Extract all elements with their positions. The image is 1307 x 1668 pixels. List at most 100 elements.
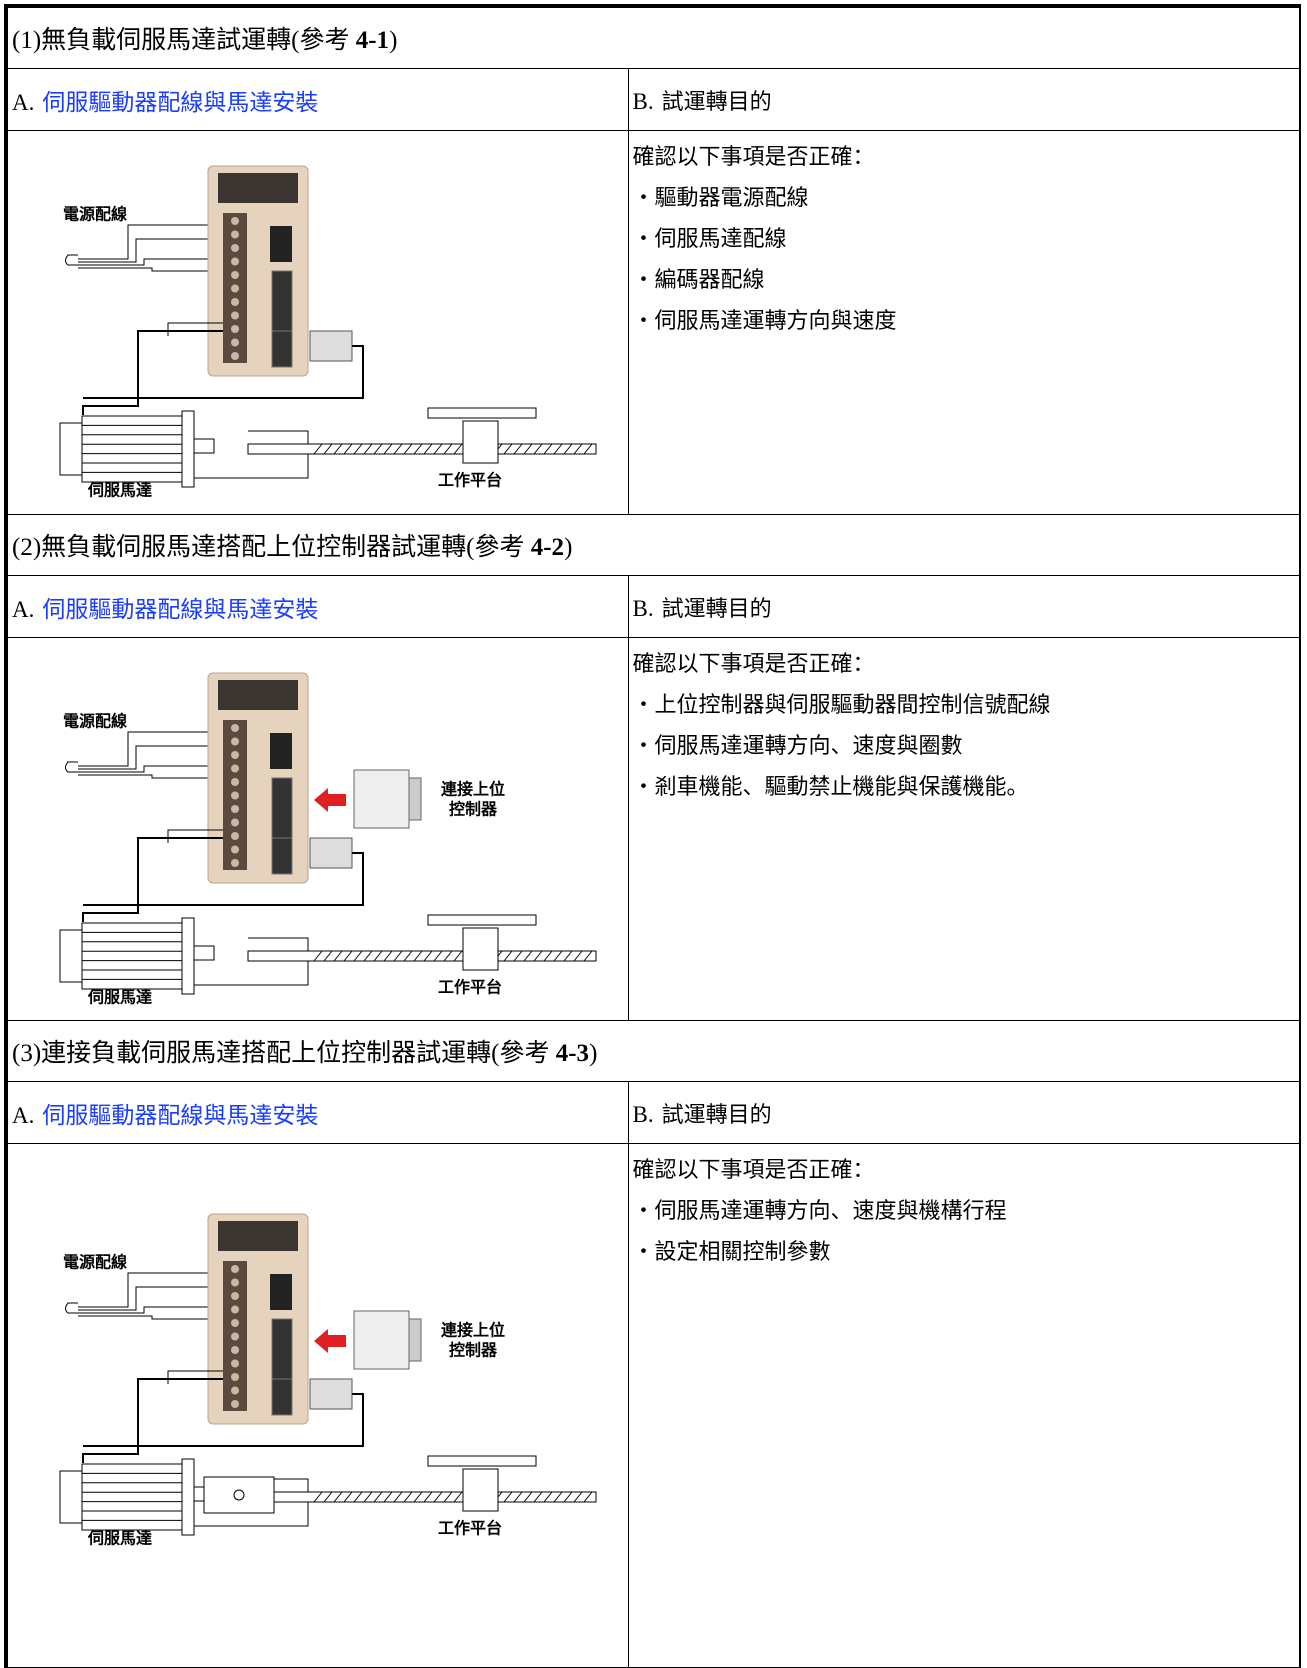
content-row: 電源配線 伺服馬達 工作平台 連接上位 控制器 確認以下事項是否正確： ・伺服馬達運轉方向、… bbox=[5, 1143, 1301, 1668]
controller-plug-tab bbox=[408, 777, 422, 821]
purpose-item: ・伺服馬達運轉方向、速度與機構行程 bbox=[632, 1199, 1007, 1224]
encoder-cable bbox=[83, 852, 364, 906]
thread bbox=[433, 950, 443, 962]
controller-label: 連接上位 bbox=[441, 780, 505, 799]
thread bbox=[503, 1491, 513, 1503]
screw bbox=[231, 1332, 239, 1341]
header-link[interactable]: 伺服驅動器配線與馬達安裝 bbox=[42, 596, 319, 622]
thread bbox=[553, 1491, 563, 1503]
thread bbox=[373, 950, 383, 962]
connector bbox=[270, 226, 292, 262]
thread bbox=[403, 443, 413, 455]
screw bbox=[231, 1373, 239, 1381]
screw bbox=[231, 791, 239, 800]
thread bbox=[443, 1491, 453, 1503]
section-title-row: (3)連接負載伺服馬達搭配上位控制器試運轉(參考 4-3) bbox=[5, 1020, 1301, 1082]
screw bbox=[231, 737, 239, 746]
thread bbox=[323, 950, 333, 962]
title-text: (2)無負載伺服馬達搭配上位控制器試運轉(參考 bbox=[12, 534, 525, 561]
section-title: (3)連接負載伺服馬達搭配上位控制器試運轉(參考 4-3) bbox=[5, 1020, 1301, 1082]
connector bbox=[271, 270, 293, 332]
thread bbox=[423, 443, 433, 455]
screw bbox=[231, 845, 239, 854]
thread bbox=[573, 443, 583, 455]
screw bbox=[231, 724, 239, 732]
purpose-item: ・設定相關控制參數 bbox=[632, 1240, 831, 1265]
screw bbox=[231, 832, 239, 840]
title-text: (3)連接負載伺服馬達搭配上位控制器試運轉(參考 bbox=[12, 1040, 550, 1067]
thread bbox=[543, 1491, 553, 1503]
page: (1)無負載伺服馬達試運轉(參考 4-1) A. 伺服驅動器配線與馬達安裝 B. 試運轉… bbox=[4, 4, 1302, 1668]
screw bbox=[231, 244, 239, 252]
title-text: (1)無負載伺服馬達試運轉(參考 bbox=[12, 27, 350, 54]
power-wire bbox=[78, 745, 223, 770]
thread bbox=[403, 950, 413, 962]
thread bbox=[393, 1491, 403, 1503]
screw bbox=[231, 257, 239, 266]
thread bbox=[413, 1491, 423, 1503]
thread bbox=[323, 1491, 333, 1503]
motor-label: 伺服馬達 bbox=[87, 1529, 152, 1548]
purpose-item: ・編碼器配線 bbox=[632, 268, 765, 293]
arrow bbox=[314, 1329, 346, 1353]
screw bbox=[231, 1359, 239, 1368]
thread bbox=[543, 950, 553, 962]
nut bbox=[462, 927, 499, 971]
thread bbox=[393, 443, 403, 455]
screw bbox=[231, 284, 239, 293]
header-text: 試運轉目的 bbox=[661, 1102, 772, 1128]
controller-label: 控制器 bbox=[449, 800, 498, 819]
screw bbox=[231, 298, 239, 306]
thread bbox=[333, 443, 343, 455]
screw bbox=[231, 778, 239, 786]
thread bbox=[363, 1491, 373, 1503]
table-top bbox=[427, 914, 537, 926]
screw bbox=[231, 764, 239, 773]
screw bbox=[231, 818, 239, 827]
thread bbox=[553, 950, 563, 962]
screw-rod bbox=[247, 1491, 597, 1503]
thread bbox=[583, 443, 593, 455]
screw bbox=[231, 1292, 239, 1300]
nut bbox=[462, 1468, 499, 1512]
purpose-item: ・驅動器電源配線 bbox=[632, 186, 809, 211]
controller-plug bbox=[353, 1310, 410, 1370]
screw bbox=[231, 217, 239, 225]
power-wire bbox=[78, 258, 223, 266]
table-top bbox=[427, 407, 537, 419]
screw bbox=[231, 1278, 239, 1287]
motor-wire bbox=[167, 829, 223, 843]
screw bbox=[231, 338, 239, 347]
thread bbox=[523, 443, 533, 455]
controller-plug-tab bbox=[408, 1318, 422, 1362]
power-wire bbox=[78, 1286, 223, 1311]
motor-wire bbox=[82, 837, 223, 922]
screw bbox=[231, 859, 239, 867]
display bbox=[218, 1221, 298, 1251]
thread bbox=[343, 443, 353, 455]
plug bbox=[65, 1302, 78, 1314]
power-label: 電源配線 bbox=[63, 1253, 127, 1272]
screw-rod bbox=[247, 950, 597, 962]
power-wire bbox=[78, 1306, 223, 1314]
thread bbox=[443, 950, 453, 962]
header-link[interactable]: 伺服驅動器配線與馬達安裝 bbox=[42, 89, 319, 115]
screw bbox=[231, 1400, 239, 1408]
thread bbox=[583, 950, 593, 962]
motor-flange bbox=[181, 917, 195, 995]
header-link[interactable]: 伺服驅動器配線與馬達安裝 bbox=[42, 1102, 319, 1128]
connector bbox=[270, 733, 292, 769]
screw bbox=[231, 352, 239, 360]
power-label: 電源配線 bbox=[63, 205, 127, 224]
procedure-table: (1)無負載伺服馬達試運轉(參考 4-1) A. 伺服驅動器配線與馬達安裝 B. 試運轉… bbox=[4, 4, 1302, 1668]
platform-label: 工作平台 bbox=[438, 1519, 502, 1538]
section-title: (2)無負載伺服馬達搭配上位控制器試運轉(參考 4-2) bbox=[5, 514, 1301, 576]
thread bbox=[513, 1491, 523, 1503]
power-wire bbox=[78, 774, 223, 779]
purpose-item: ・伺服馬達運轉方向與速度 bbox=[632, 309, 897, 334]
thread bbox=[533, 1491, 543, 1503]
thread bbox=[383, 1491, 393, 1503]
thread bbox=[413, 443, 423, 455]
